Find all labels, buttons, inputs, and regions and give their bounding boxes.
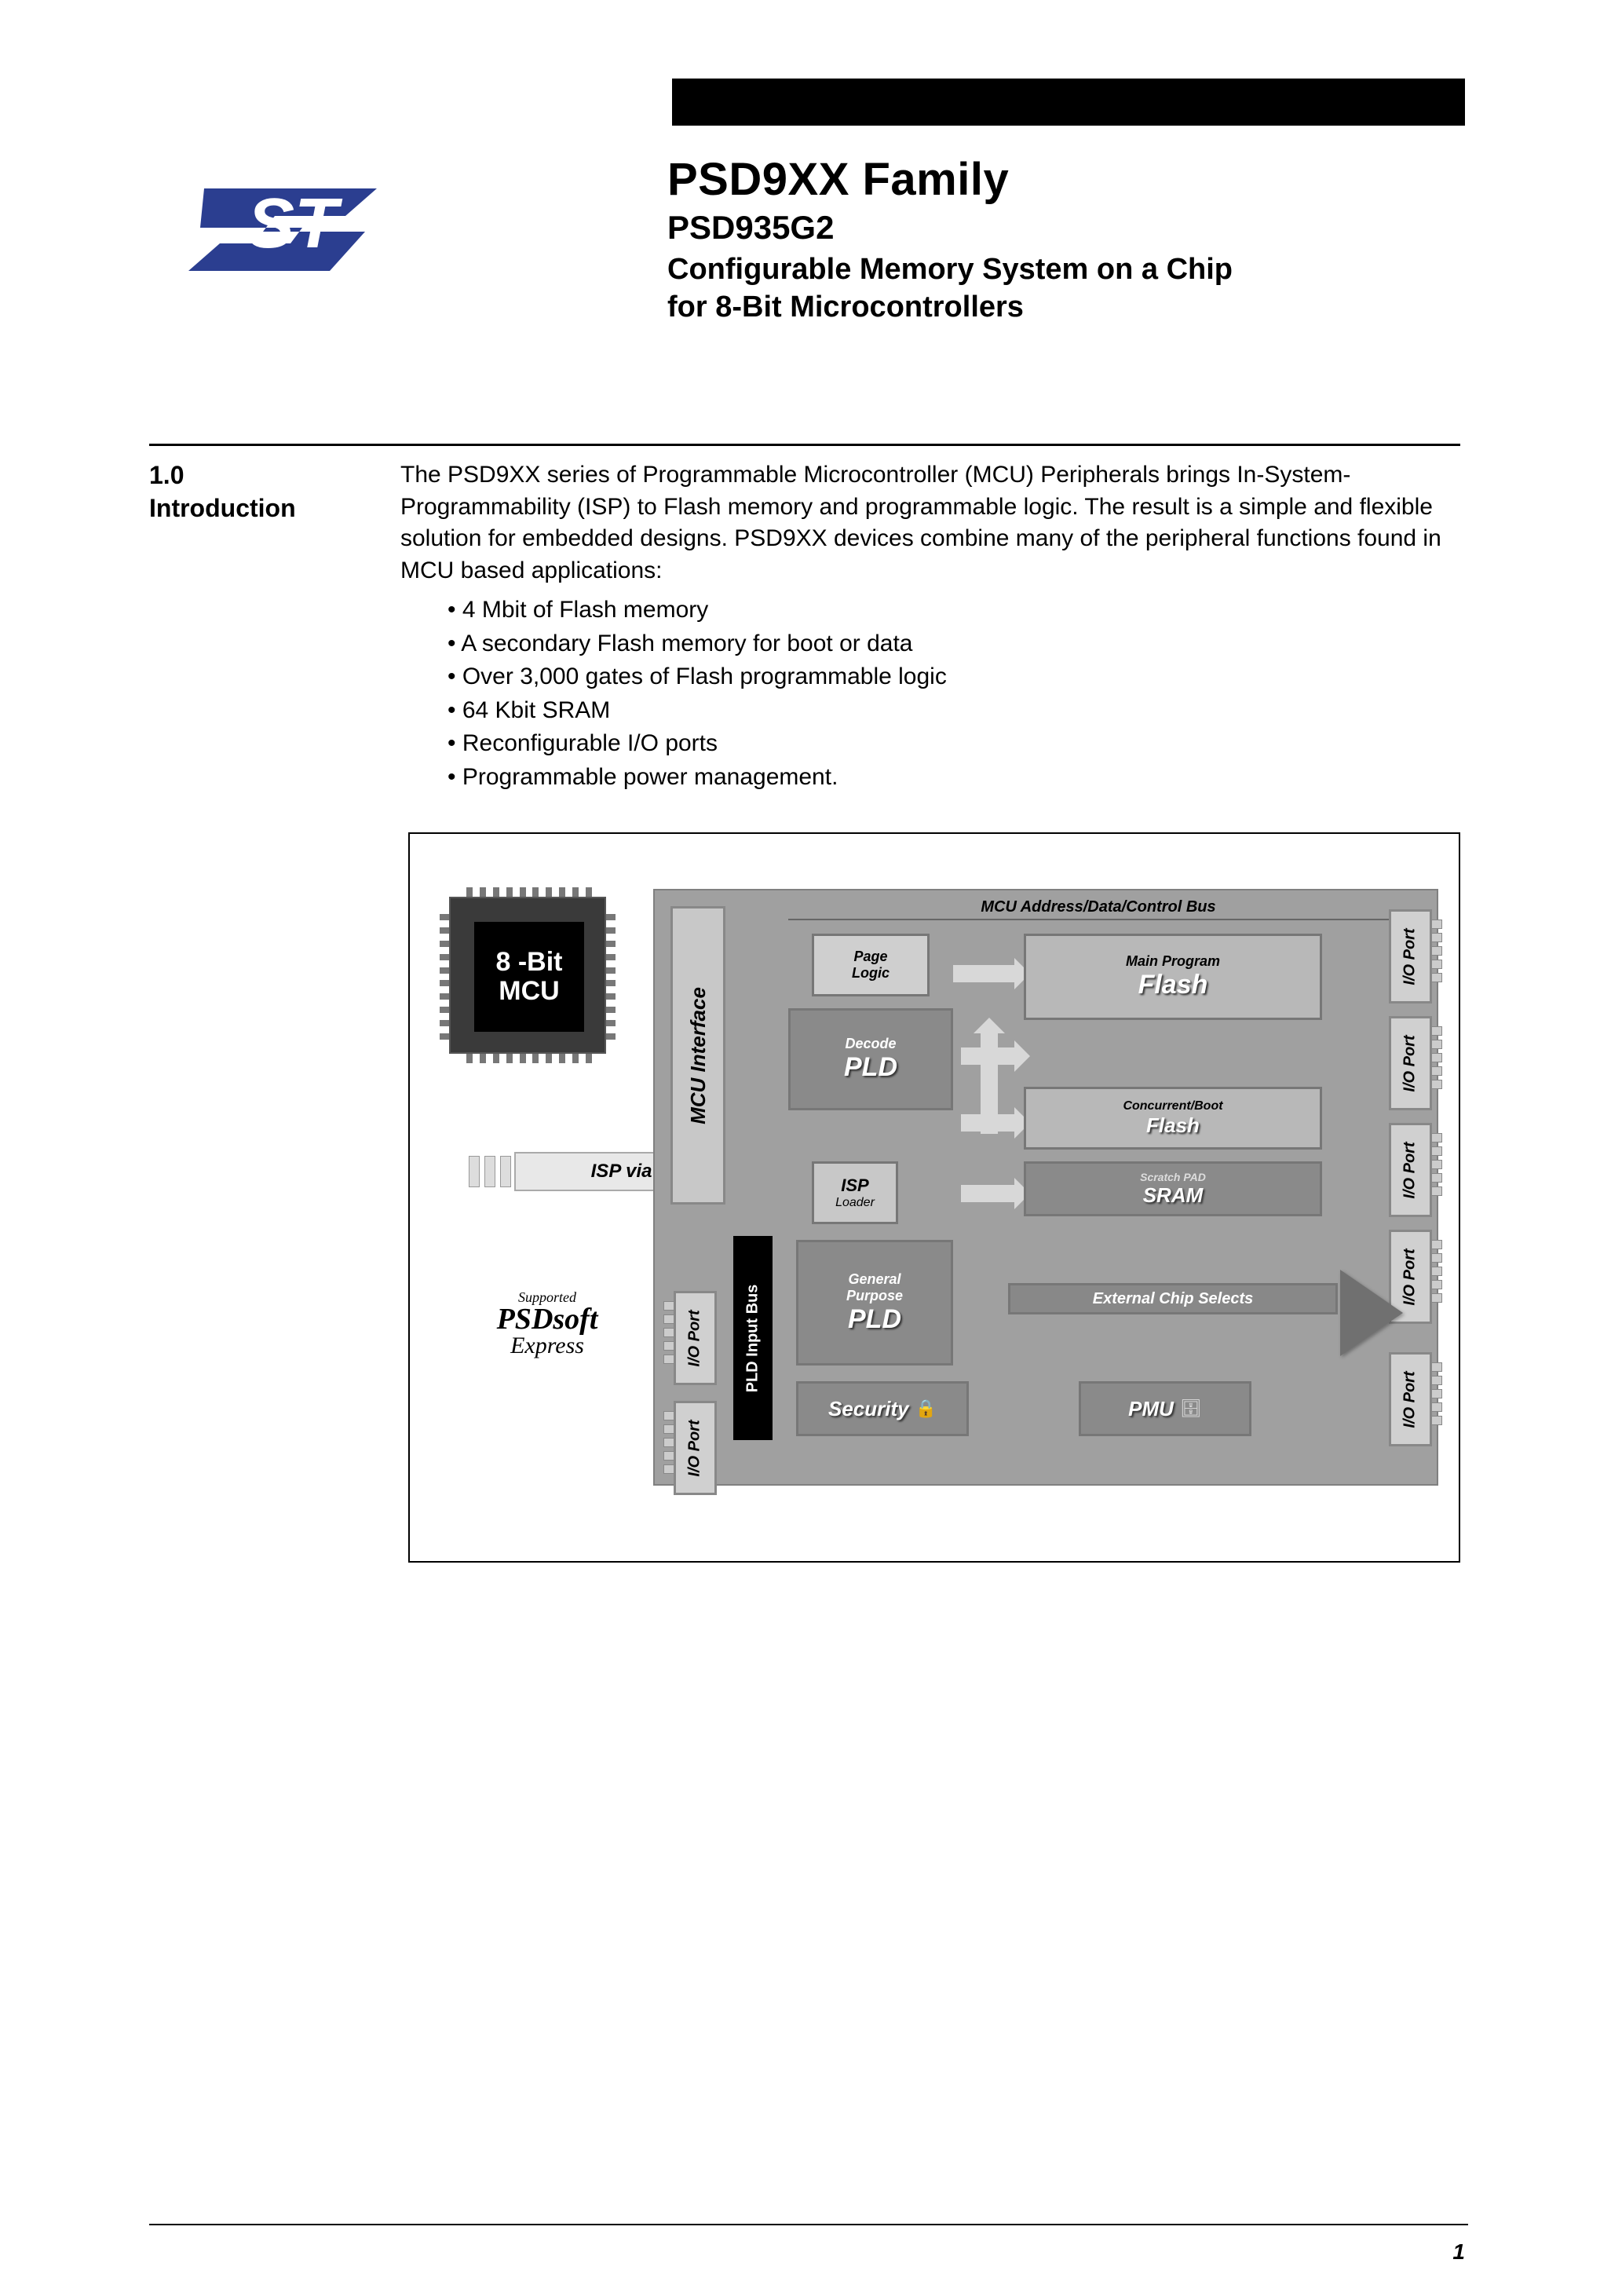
- connector-arrow: [953, 965, 1016, 982]
- connector-arrow: [961, 1185, 1016, 1202]
- feature-list: 4 Mbit of Flash memory A secondary Flash…: [448, 594, 1460, 793]
- datasheet-page: ST PSD9XX Family PSD935G2 Configurable M…: [0, 0, 1622, 2296]
- boot-flash-block: Concurrent/Boot Flash: [1024, 1087, 1322, 1150]
- block-diagram: 8 -BitMCU ISP via JTAG Supported PSDsoft…: [408, 832, 1460, 1563]
- section-heading: 1.0 Introduction: [149, 459, 369, 525]
- svg-text:ST: ST: [247, 185, 343, 263]
- family-title: PSD9XX Family: [667, 153, 1452, 206]
- bus-title: MCU Address/Data/Control Bus: [788, 898, 1408, 920]
- body-text: The PSD9XX series of Programmable Microc…: [400, 459, 1460, 795]
- bullet-item: Programmable power management.: [448, 762, 1460, 794]
- sram-block: Scratch PAD SRAM: [1024, 1161, 1322, 1216]
- psdsoft-logo: Supported PSDsoft Express: [457, 1289, 637, 1359]
- bullet-item: 4 Mbit of Flash memory: [448, 594, 1460, 627]
- section-rule: [149, 444, 1460, 446]
- section-number: 1.0: [149, 459, 369, 492]
- bullet-item: 64 Kbit SRAM: [448, 695, 1460, 727]
- footer-rule: [149, 2224, 1468, 2225]
- mcu-chip: 8 -BitMCU: [449, 897, 606, 1054]
- bullet-item: Over 3,000 gates of Flash programmable l…: [448, 661, 1460, 693]
- intro-paragraph: The PSD9XX series of Programmable Microc…: [400, 459, 1460, 587]
- output-arrow: [1340, 1270, 1403, 1356]
- security-block: Security 🔒: [796, 1381, 969, 1436]
- database-icon: 🗄: [1180, 1398, 1202, 1419]
- page-logic-block: Page Logic: [812, 934, 930, 996]
- io-port-block: I/O Port: [674, 1401, 717, 1495]
- io-port-block: I/O Port: [674, 1291, 717, 1385]
- page-number: 1: [1452, 2239, 1465, 2265]
- decode-pld-block: Decode PLD: [788, 1008, 953, 1110]
- pld-input-bus-block: PLD Input Bus: [733, 1236, 773, 1440]
- section-title: Introduction: [149, 492, 369, 525]
- pmu-block: PMU 🗄: [1079, 1381, 1251, 1436]
- gp-pld-block: General Purpose PLD: [796, 1240, 953, 1366]
- subtitle-line-1: Configurable Memory System on a Chip: [667, 251, 1452, 289]
- main-flash-block: Main Program Flash: [1024, 934, 1322, 1020]
- part-number: PSD935G2: [667, 209, 1452, 247]
- io-port-block: I/O Port: [1389, 909, 1432, 1004]
- mcu-chip-label: 8 -BitMCU: [474, 922, 584, 1032]
- io-port-block: I/O Port: [1389, 1352, 1432, 1446]
- mcu-interface-block: MCU Interface: [670, 906, 725, 1205]
- connector-arrow: [981, 1032, 998, 1134]
- bullet-item: Reconfigurable I/O ports: [448, 728, 1460, 760]
- isp-loader-block: ISP Loader: [812, 1161, 898, 1224]
- bullet-item: A secondary Flash memory for boot or dat…: [448, 628, 1460, 660]
- subtitle-line-2: for 8-Bit Microcontrollers: [667, 289, 1452, 327]
- io-port-block: I/O Port: [1389, 1123, 1432, 1217]
- header-black-bar: [672, 79, 1465, 126]
- title-block: PSD9XX Family PSD935G2 Configurable Memo…: [667, 153, 1452, 326]
- st-logo: ST: [173, 173, 408, 279]
- psd-main-block: MCU Address/Data/Control Bus MCU Interfa…: [653, 889, 1438, 1486]
- lock-icon: 🔒: [915, 1398, 937, 1419]
- ext-chip-selects-block: External Chip Selects: [1008, 1283, 1338, 1314]
- io-port-block: I/O Port: [1389, 1016, 1432, 1110]
